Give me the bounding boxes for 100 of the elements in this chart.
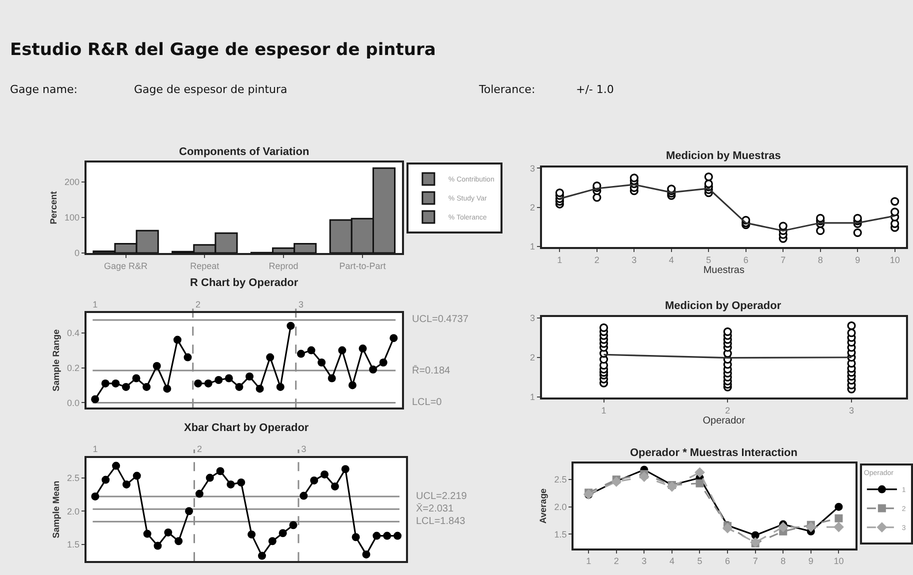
point: [173, 336, 182, 344]
point: [91, 492, 100, 500]
point: [143, 530, 152, 538]
point: [268, 537, 276, 546]
point: [206, 474, 214, 482]
point: [390, 334, 398, 342]
point: [555, 188, 564, 198]
point: [246, 372, 254, 380]
point: [286, 322, 295, 330]
chart-title: Medicion by Muestras: [666, 150, 781, 162]
point: [369, 366, 378, 374]
x-axis-title: Muestras: [703, 264, 744, 276]
x-tick-label: 2: [594, 254, 600, 265]
x-tick-label: 10: [834, 556, 844, 566]
x-tick-label: 7: [752, 556, 758, 566]
y-axis-title: Sample Range: [50, 329, 61, 392]
point: [348, 381, 356, 390]
y-tick-label: 1.5: [67, 540, 80, 550]
point: [723, 327, 732, 336]
x-tick-label: 3: [848, 406, 854, 416]
point: [102, 476, 110, 484]
point: [122, 382, 130, 391]
x-tick-label: Reprod: [268, 260, 298, 271]
ref-line-label: X̄=2.031: [416, 503, 454, 515]
y-tick-label: 2: [530, 352, 536, 363]
point: [266, 353, 274, 362]
point: [847, 321, 856, 330]
point: [372, 532, 381, 540]
x-tick-label: 10: [890, 254, 900, 265]
text: +/- 1.0: [576, 83, 614, 96]
point: [816, 226, 825, 236]
point: [112, 379, 120, 388]
point: [278, 529, 287, 538]
text: Estudio R&R del Gage de espesor de pintura: [10, 40, 436, 60]
y-tick-label: 100: [64, 212, 80, 223]
point: [289, 521, 298, 530]
x-tick-label: 2: [725, 406, 730, 416]
point: [328, 374, 336, 382]
x-tick-label: 7: [780, 254, 786, 265]
point: [214, 376, 223, 384]
point: [694, 467, 705, 478]
x-tick-label: 2: [614, 556, 619, 566]
text: Gage name:: [10, 83, 78, 96]
x-tick-label: 8: [818, 254, 823, 265]
point: [853, 214, 862, 223]
point: [338, 346, 346, 354]
x-tick-label: 1: [92, 444, 98, 454]
x-tick-label: 2: [196, 299, 201, 310]
ref-line-label: R̄=0.184: [412, 365, 451, 377]
point: [307, 346, 316, 354]
point: [154, 542, 162, 550]
point: [310, 476, 318, 484]
point: [696, 479, 704, 488]
point: [722, 522, 733, 534]
x-tick-label: 3: [642, 556, 647, 566]
y-axis-title: Sample Mean: [50, 480, 61, 538]
y-tick-label: 3: [530, 163, 536, 174]
point: [358, 344, 367, 353]
point: [362, 550, 370, 558]
point: [630, 174, 638, 182]
point: [235, 382, 244, 391]
point: [185, 507, 194, 516]
ref-line-label: UCL=2.219: [416, 491, 468, 502]
x-tick-label: 1: [586, 556, 592, 566]
point: [132, 374, 140, 382]
point: [341, 465, 350, 474]
y-tick-label: 1: [530, 242, 536, 252]
text: Gage de espesor de pintura: [134, 83, 288, 96]
x-tick-label: 3: [301, 444, 306, 454]
x-tick-label: 9: [808, 556, 814, 566]
point: [834, 522, 844, 532]
point: [184, 353, 192, 362]
x-axis-title: Operador: [702, 416, 746, 427]
point: [666, 481, 678, 492]
y-tick-label: 200: [64, 177, 80, 188]
point: [704, 172, 713, 182]
point: [638, 472, 650, 482]
point: [258, 552, 266, 560]
point: [101, 379, 110, 388]
point: [599, 323, 608, 332]
point: [778, 522, 788, 532]
point: [112, 462, 120, 470]
y-tick-label: 0.2: [67, 362, 80, 373]
point: [834, 502, 843, 511]
chart-title: R Chart by Operador: [190, 277, 299, 289]
point: [152, 362, 161, 370]
point: [194, 379, 202, 388]
point: [806, 522, 816, 532]
point: [174, 537, 183, 546]
point: [704, 180, 713, 188]
y-tick-label: 3: [530, 312, 536, 323]
y-tick-label: 0: [74, 248, 80, 258]
x-tick-label: 5: [697, 556, 702, 566]
point: [853, 228, 862, 237]
point: [300, 492, 308, 500]
x-tick-label: 2: [196, 444, 202, 454]
x-tick-label: Gage R&R: [104, 260, 148, 271]
point: [847, 328, 856, 338]
point: [383, 532, 392, 540]
point: [352, 533, 360, 542]
